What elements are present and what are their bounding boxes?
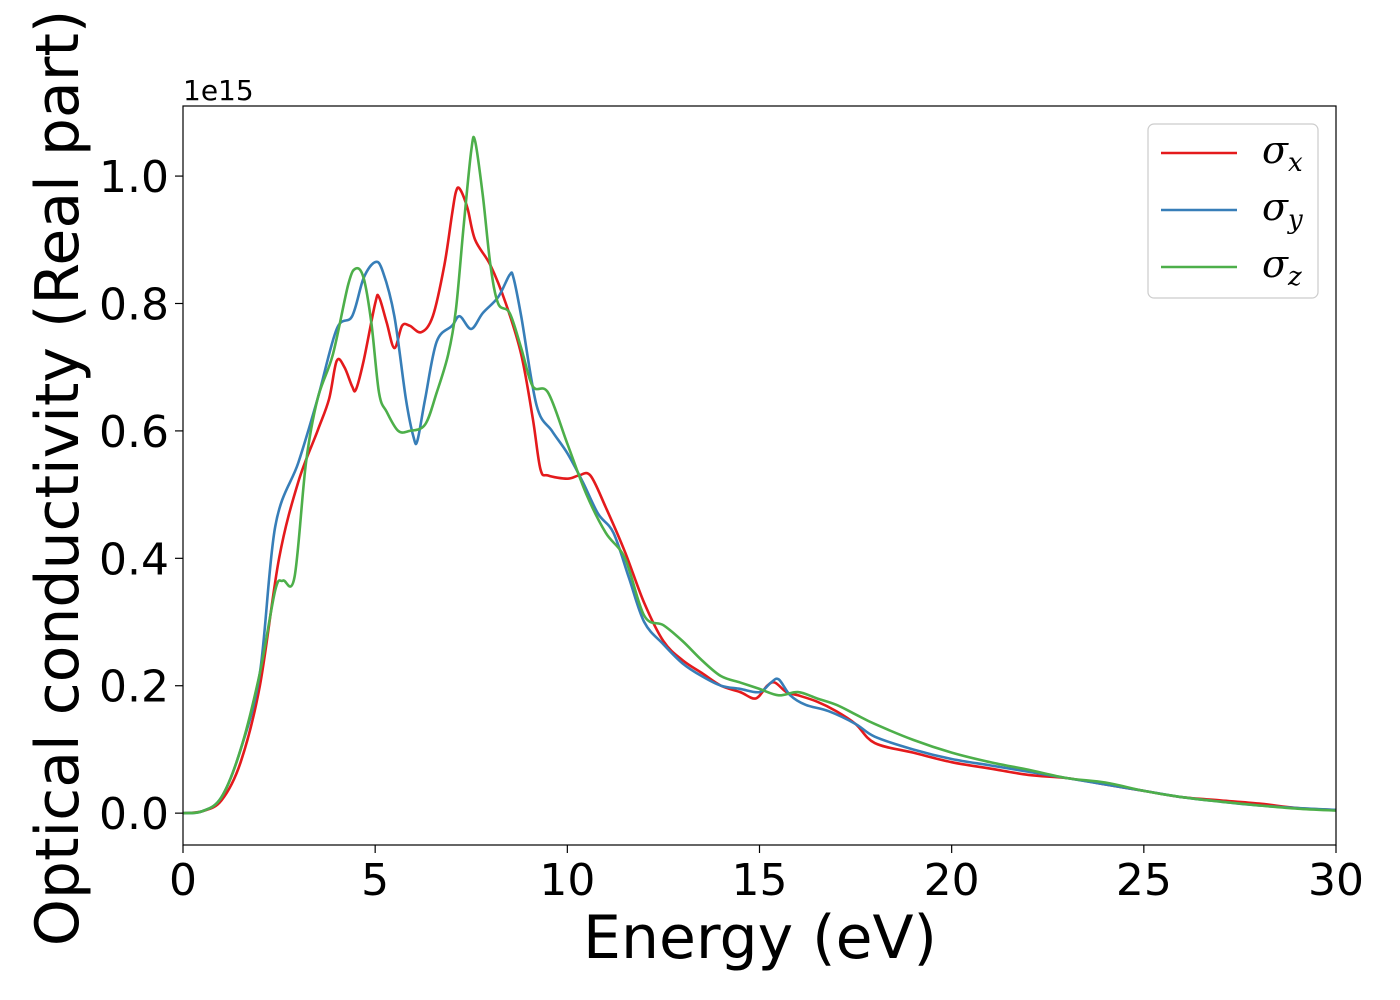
x-tick-label: 5 xyxy=(361,855,389,906)
y-axis-label: Optical conductivity (Real part) xyxy=(23,10,93,947)
legend-subscript: z xyxy=(1287,262,1302,292)
x-tick-label: 15 xyxy=(732,855,788,906)
series-line-sigma-x xyxy=(182,186,1337,815)
x-tick-label: 10 xyxy=(539,855,595,906)
legend-subscript: x xyxy=(1288,148,1303,178)
y-tick-label: 0.0 xyxy=(99,789,169,840)
y-tick-label: 0.2 xyxy=(99,662,169,713)
y-axis-ticks: 0.0 0.2 0.4 0.6 0.8 1.0 xyxy=(99,152,183,840)
series-layer xyxy=(182,135,1337,815)
series-line-sigma-y xyxy=(182,260,1337,815)
legend-subscript: y xyxy=(1287,205,1303,235)
x-axis-ticks: 0 5 10 15 20 25 30 xyxy=(169,845,1364,906)
legend-symbol: σ xyxy=(1262,185,1289,229)
legend-symbol: σ xyxy=(1262,242,1289,286)
x-tick-label: 25 xyxy=(1116,855,1172,906)
legend-entry-sigma-z: σz xyxy=(1262,242,1302,292)
y-tick-label: 0.4 xyxy=(99,534,169,585)
series-line-sigma-z xyxy=(182,135,1337,815)
y-tick-label: 0.8 xyxy=(99,279,169,330)
x-tick-label: 30 xyxy=(1308,855,1364,906)
y-axis-offset-label: 1e15 xyxy=(183,74,254,107)
legend-symbol: σ xyxy=(1262,128,1289,172)
x-tick-label: 20 xyxy=(924,855,980,906)
x-axis-label: Energy (eV) xyxy=(583,903,937,973)
x-tick-label: 0 xyxy=(169,855,197,906)
legend-entry-sigma-y: σy xyxy=(1262,185,1303,235)
y-tick-label: 0.6 xyxy=(99,407,169,458)
legend-entry-sigma-x: σx xyxy=(1262,128,1303,178)
y-tick-label: 1.0 xyxy=(99,152,169,203)
